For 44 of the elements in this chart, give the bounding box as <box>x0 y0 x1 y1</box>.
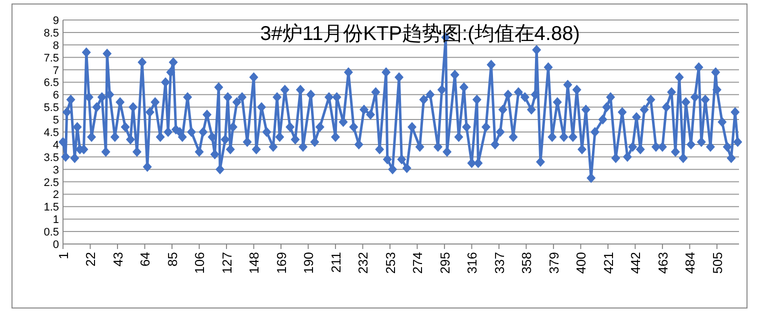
x-tick-label: 295 <box>437 252 452 274</box>
y-tick-label: 8.5 <box>44 27 59 40</box>
chart-title: 3#炉11月份KTP趋势图:(均值在4.88) <box>260 23 580 45</box>
x-tick-label: 463 <box>655 252 670 274</box>
y-tick-label: 1.5 <box>44 202 59 214</box>
x-tick-label: 442 <box>628 252 644 274</box>
x-tick-label: 232 <box>356 252 371 274</box>
y-tick-label: 7.5 <box>44 52 59 64</box>
x-tick-label: 253 <box>382 252 398 274</box>
x-tick-label: 274 <box>410 252 426 274</box>
x-tick-label: 505 <box>710 252 725 274</box>
y-tick-label: 1 <box>52 214 59 226</box>
x-tick-label: 316 <box>464 252 480 274</box>
x-tick-label: 106 <box>192 252 208 274</box>
y-tick-label: 2.5 <box>44 176 59 189</box>
x-tick-label: 22 <box>83 252 98 266</box>
y-tick-label: 3.5 <box>44 152 59 164</box>
x-tick-label: 43 <box>110 252 126 266</box>
y-tick-label: 5.5 <box>44 102 59 114</box>
y-tick-label: 3 <box>52 164 59 176</box>
y-tick-label: 5 <box>52 114 59 127</box>
y-tick-label: 2 <box>52 189 59 202</box>
y-tick-label: 7 <box>52 64 59 77</box>
x-tick-label: 337 <box>492 252 507 274</box>
x-tick-label: 211 <box>328 252 344 273</box>
y-tick-label: 6.5 <box>44 77 59 90</box>
x-tick-label: 64 <box>138 252 153 266</box>
y-tick-label: 4.5 <box>44 127 59 139</box>
x-tick-label: 379 <box>546 252 562 274</box>
x-tick-label: 127 <box>219 252 234 274</box>
x-tick-label: 190 <box>301 252 316 274</box>
y-tick-label: 9 <box>52 15 59 27</box>
x-tick-label: 169 <box>274 252 289 274</box>
y-tick-label: 0 <box>52 239 59 251</box>
y-tick-label: 0.5 <box>44 226 59 239</box>
x-tick-label: 85 <box>164 252 180 266</box>
y-tick-label: 6 <box>52 90 59 102</box>
x-tick-label: 358 <box>519 252 534 274</box>
x-tick-label: 421 <box>600 252 616 274</box>
x-tick-label: 484 <box>682 252 698 274</box>
y-tick-label: 8 <box>52 40 59 52</box>
y-tick-label: 4 <box>52 139 59 152</box>
x-tick-label: 400 <box>574 252 589 274</box>
x-tick-label: 148 <box>246 252 262 274</box>
